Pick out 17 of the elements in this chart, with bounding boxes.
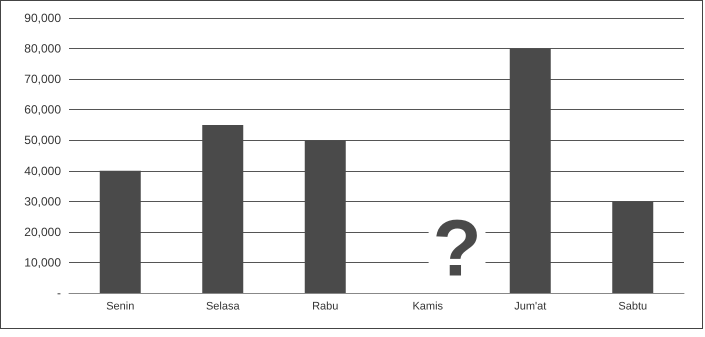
y-tick-label: 80,000 [24, 42, 62, 56]
y-tick-label: 60,000 [24, 102, 62, 117]
annotation: ? [432, 204, 482, 292]
y-tick-label: 70,000 [24, 72, 62, 86]
y-tick-label: 90,000 [24, 11, 62, 25]
y-tick-label: - [57, 286, 61, 300]
x-tick-label: Kamis [412, 300, 444, 312]
y-tick-label: 20,000 [24, 224, 62, 239]
y-tick-label: 30,000 [24, 194, 62, 208]
x-tick-label: Jum'at [514, 300, 546, 312]
y-tick-label: 10,000 [24, 255, 62, 270]
x-tick-label: Senin [106, 300, 134, 312]
x-tick-label: Rabu [312, 300, 338, 312]
y-tick-label: 50,000 [24, 133, 62, 148]
x-tick-label: Selasa [206, 300, 240, 312]
x-tick-label: Sabtu [618, 300, 648, 312]
y-tick-label: 40,000 [24, 164, 62, 178]
